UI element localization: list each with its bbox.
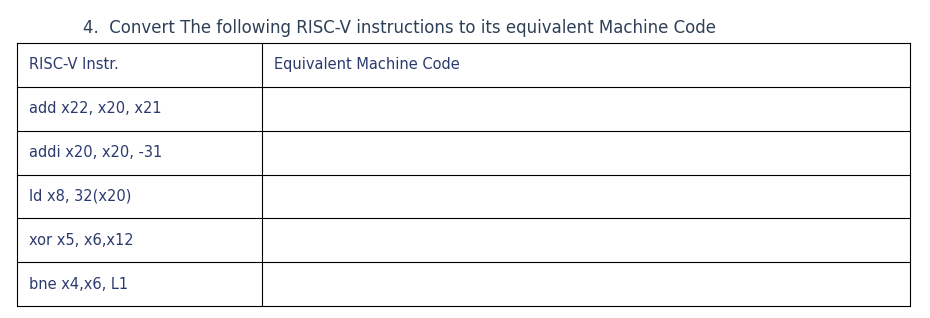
Text: ld x8, 32(x20): ld x8, 32(x20) [29,189,131,204]
Text: addi x20, x20, -31: addi x20, x20, -31 [29,145,162,160]
Text: bne x4,x6, L1: bne x4,x6, L1 [29,277,128,292]
Text: add x22, x20, x21: add x22, x20, x21 [29,101,162,116]
Text: RISC-V Instr.: RISC-V Instr. [29,58,119,73]
Text: 4.  Convert The following RISC-V instructions to its equivalent Machine Code: 4. Convert The following RISC-V instruct… [84,19,716,37]
Text: xor x5, x6,x12: xor x5, x6,x12 [29,233,134,248]
Text: Equivalent Machine Code: Equivalent Machine Code [274,58,459,73]
